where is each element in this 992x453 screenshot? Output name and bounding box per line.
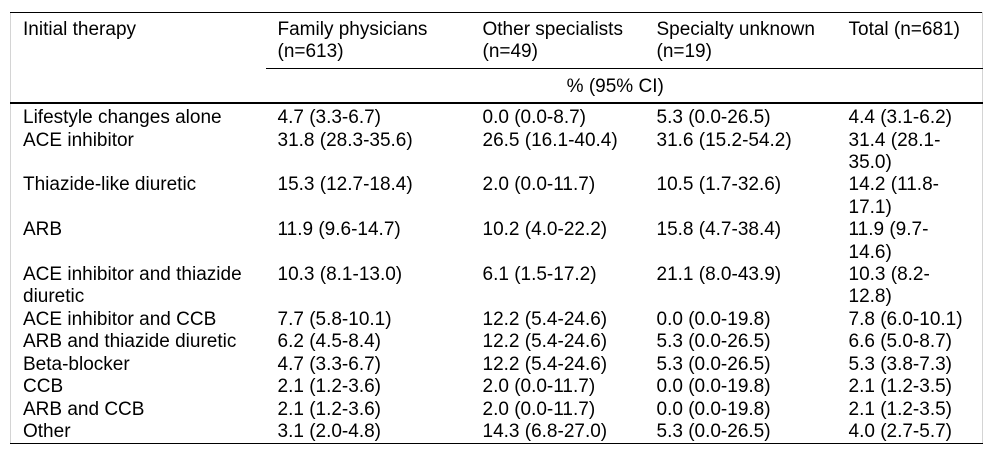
table-row: ACE inhibitor 31.8 (28.3-35.6) 26.5 (16.1-… <box>11 130 983 175</box>
therapy-name-cell: ARB and thiazide diuretic <box>23 331 237 353</box>
value-cell: 14.3 (6.8-27.0) <box>482 420 608 442</box>
therapy-table-container: Initial therapy Family physicians (n=613… <box>10 12 983 445</box>
value-cell: 21.1 (8.0-43.9) <box>656 264 782 286</box>
table-row: Beta-blocker 4.7 (3.3-6.7) 12.2 (5.4-24.6)… <box>11 354 983 376</box>
table-row: ARB 11.9 (9.6-14.7) 10.2 (4.0-22.2) 15.8 (4… <box>11 219 983 264</box>
value-cell: 2.1 (1.2-3.6) <box>277 376 382 398</box>
value-cell: 5.3 (0.0-26.5) <box>656 107 771 129</box>
value-cell: 12.2 (5.4-24.6) <box>482 353 608 375</box>
value-cell: 0.0 (0.0-8.7) <box>482 107 587 129</box>
value-cell: 31.4 (28.1-35.0) <box>848 129 941 174</box>
value-cell: 15.8 (4.7-38.4) <box>656 219 782 241</box>
col-header-family-physicians: Family physicians (n=613) <box>265 12 471 69</box>
value-cell: 4.7 (3.3-6.7) <box>277 107 382 129</box>
value-cell: 14.2 (11.8-17.1) <box>848 174 939 218</box>
value-cell: 0.0 (0.0-19.8) <box>656 308 771 330</box>
value-cell: 10.3 (8.2-12.8) <box>848 264 930 308</box>
table-row: ACE inhibitor and CCB 7.7 (5.8-10.1) 12.2 … <box>11 309 983 331</box>
therapy-name-cell: ARB and CCB <box>23 398 145 420</box>
col-header-other-specialists: Other specialists (n=49) <box>470 12 645 69</box>
table-row: ARB and thiazide diuretic 6.2 (4.5-8.4) 12… <box>11 331 983 353</box>
therapy-name-cell: CCB <box>23 376 64 398</box>
value-cell: 10.3 (8.1-13.0) <box>277 264 403 286</box>
value-cell: 31.6 (15.2-54.2) <box>656 129 792 151</box>
value-cell: 5.3 (0.0-26.5) <box>656 331 771 353</box>
subheader-row: % (95% CI) <box>10 68 983 105</box>
value-cell: 5.3 (0.0-26.5) <box>656 420 771 442</box>
value-cell: 2.1 (1.2-3.5) <box>848 376 953 398</box>
value-cell: 6.6 (5.0-8.7) <box>848 331 953 353</box>
value-cell: 7.7 (5.8-10.1) <box>277 308 392 330</box>
value-cell: 12.2 (5.4-24.6) <box>482 308 608 330</box>
value-cell: 0.0 (0.0-19.8) <box>656 376 771 398</box>
value-cell: 2.0 (0.0-11.7) <box>482 376 596 398</box>
value-cell: 5.3 (3.8-7.3) <box>848 353 953 375</box>
value-cell: 31.8 (28.3-35.6) <box>277 129 413 151</box>
value-cell: 2.0 (0.0-11.7) <box>482 174 596 196</box>
table-header: Initial therapy Family physicians (n=613… <box>10 12 983 105</box>
value-cell: 10.2 (4.0-22.2) <box>482 219 608 241</box>
therapy-name-cell: Thiazide-like diuretic <box>23 174 197 196</box>
value-cell: 6.2 (4.5-8.4) <box>277 331 382 353</box>
value-cell: 0.0 (0.0-19.8) <box>656 398 771 420</box>
value-cell: 2.0 (0.0-11.7) <box>482 398 596 420</box>
table-row: ARB and CCB 2.1 (1.2-3.6) 2.0 (0.0-11.7) 0.… <box>11 399 983 421</box>
value-cell: 5.3 (0.0-26.5) <box>656 353 771 375</box>
value-cell: 4.0 (2.7-5.7) <box>848 420 953 442</box>
therapy-name-cell: Beta-blocker <box>23 353 130 375</box>
value-cell: 10.5 (1.7-32.6) <box>656 174 782 196</box>
value-cell: 4.4 (3.1-6.2) <box>848 107 953 129</box>
header-row: Initial therapy Family physicians (n=613… <box>11 12 983 69</box>
initial-therapy-table: Initial therapy Family physicians (n=613… <box>10 12 983 445</box>
therapy-name-cell: ACE inhibitor and thiazide diuretic <box>23 264 242 308</box>
table-row: CCB 2.1 (1.2-3.6) 2.0 (0.0-11.7) 0.0 (0.0-1… <box>11 376 983 398</box>
value-cell: 26.5 (16.1-40.4) <box>482 129 618 151</box>
col-header-initial-therapy: Initial therapy <box>23 19 137 40</box>
therapy-name-cell: ACE inhibitor <box>23 129 134 151</box>
value-cell: 7.8 (6.0-10.1) <box>848 308 963 330</box>
value-cell: 4.7 (3.3-6.7) <box>277 353 382 375</box>
table-body: Lifestyle changes alone 4.7 (3.3-6.7) 0.0 … <box>11 103 983 444</box>
col-header-specialty-unknown: Specialty unknown (n=19) <box>644 12 837 69</box>
therapy-name-cell: Other <box>23 420 71 442</box>
table-row: Thiazide-like diuretic 15.3 (12.7-18.4) 2.… <box>11 174 983 219</box>
therapy-name-cell: ARB <box>23 219 63 241</box>
value-cell: 6.1 (1.5-17.2) <box>482 264 597 286</box>
value-cell: 15.3 (12.7-18.4) <box>277 174 413 196</box>
subheader-empty-cell <box>10 68 266 105</box>
table-row: Other 3.1 (2.0-4.8) 14.3 (6.8-27.0) 5.3 (0.… <box>11 421 983 444</box>
therapy-name-cell: ACE inhibitor and CCB <box>23 308 217 330</box>
value-cell: 3.1 (2.0-4.8) <box>277 420 382 442</box>
value-cell: 12.2 (5.4-24.6) <box>482 331 608 353</box>
value-cell: 11.9 (9.7-14.6) <box>848 219 929 263</box>
col-header-total: Total (n=681) <box>836 12 983 69</box>
table-row: Lifestyle changes alone 4.7 (3.3-6.7) 0.0 … <box>11 103 983 129</box>
table-row: ACE inhibitor and thiazide diuretic 10.3 … <box>11 264 983 309</box>
value-cell: 2.1 (1.2-3.5) <box>848 398 953 420</box>
therapy-name-cell: Lifestyle changes alone <box>23 107 222 129</box>
value-cell: 11.9 (9.6-14.7) <box>277 219 401 241</box>
ci-subheader: % (95% CI) <box>265 68 983 105</box>
value-cell: 2.1 (1.2-3.6) <box>277 398 382 420</box>
